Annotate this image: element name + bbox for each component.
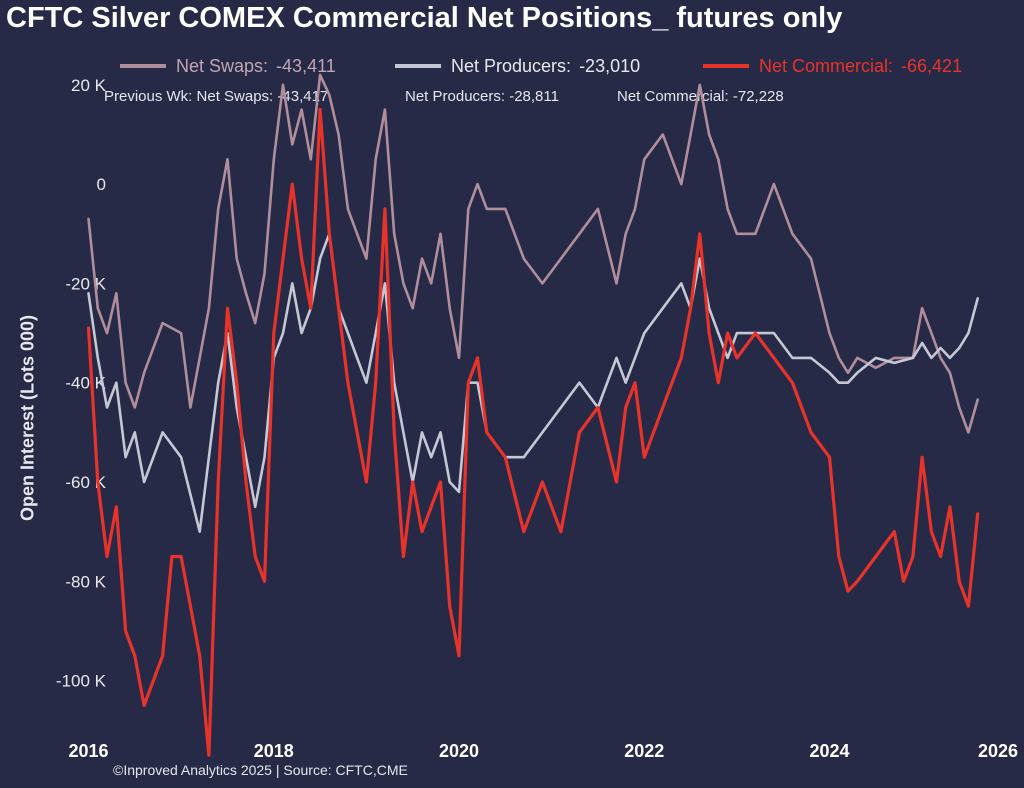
y-tick-label: -80 K <box>65 572 106 591</box>
legend-label-net-commercial: Net Commercial: <box>759 55 894 76</box>
chart-title: CFTC Silver COMEX Commercial Net Positio… <box>6 2 843 34</box>
series-line-net-swaps <box>87 73 980 434</box>
x-axis-ticks: 2016 2018 2020 2022 2024 2026 <box>69 741 1018 761</box>
legend-item-net-producers[interactable]: Net Producers: -23,010 <box>395 54 640 78</box>
legend-item-net-swaps[interactable]: Net Swaps: -43,411 <box>120 54 336 78</box>
legend-label-net-swaps: Net Swaps: <box>176 55 269 76</box>
y-tick-label: 0 <box>97 175 106 194</box>
legend-value-net-swaps: -43,411 <box>276 55 336 76</box>
legend-label-net-producers: Net Producers: <box>451 55 572 76</box>
legend-swatch-net-producers <box>395 64 441 68</box>
previous-week-producers: Net Producers: -28,811 <box>405 88 559 105</box>
chart-series <box>86 73 980 757</box>
previous-week-commercial: Net Commercial: -72,228 <box>617 88 784 105</box>
legend-swatch-net-commercial <box>703 64 749 68</box>
legend-value-net-producers: -23,010 <box>579 55 641 76</box>
series-line-net-commercial <box>86 107 980 757</box>
y-tick-label: -60 K <box>65 473 106 492</box>
x-tick-label: 2024 <box>809 741 849 761</box>
legend-item-net-commercial[interactable]: Net Commercial: -66,421 <box>703 54 962 78</box>
y-tick-label: -20 K <box>65 274 106 293</box>
x-tick-label: 2022 <box>624 741 664 761</box>
legend-value-net-commercial: -66,421 <box>901 55 963 76</box>
x-tick-label: 2016 <box>69 741 109 761</box>
x-tick-label: 2020 <box>439 741 479 761</box>
footer-source: ©Inproved Analytics 2025 | Source: CFTC,… <box>113 762 408 778</box>
y-tick-label: 20 K <box>71 76 107 95</box>
legend-swatch-net-swaps <box>120 64 166 68</box>
x-tick-label: 2018 <box>254 741 294 761</box>
y-tick-label: -100 K <box>56 672 107 691</box>
y-tick-label: -40 K <box>65 374 106 393</box>
previous-week-swaps: Previous Wk: Net Swaps: -43,417 <box>104 88 329 105</box>
series-line-net-producers <box>87 232 980 534</box>
y-axis-ticks: 20 K 0 -20 K -40 K -60 K -80 K -100 K <box>56 76 107 691</box>
x-tick-label: 2026 <box>978 741 1018 761</box>
